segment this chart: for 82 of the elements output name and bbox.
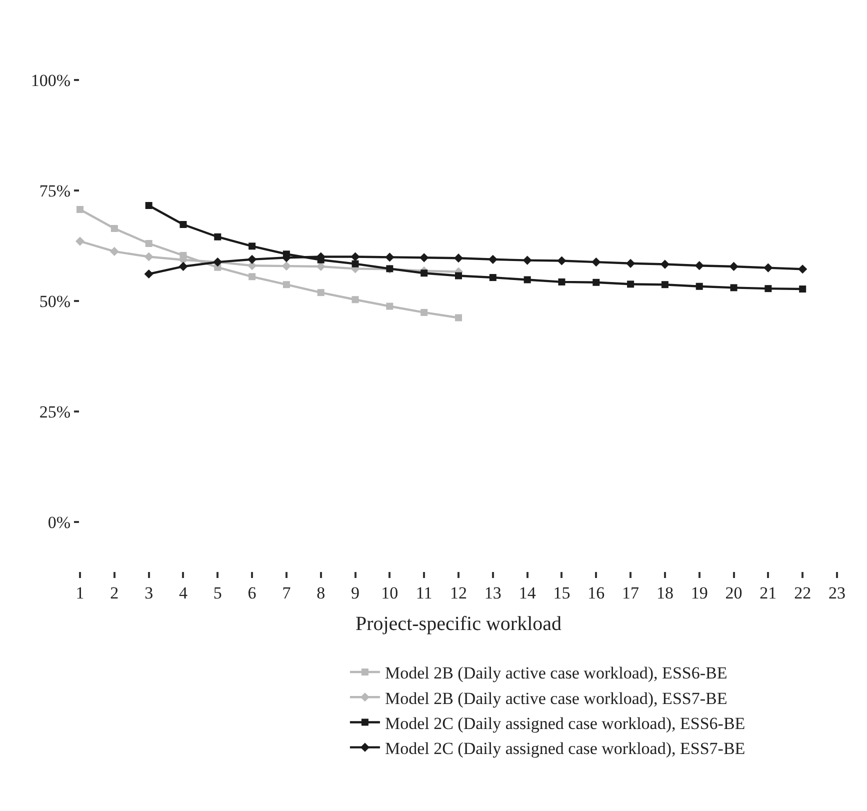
point [489,274,496,282]
point [661,281,668,288]
x-tick-label: 20 [725,583,742,602]
point [454,254,464,263]
x-tick-label: 4 [178,583,188,602]
point [558,278,566,286]
y-tick-label: 0% [48,512,71,532]
x-tick-label: 10 [381,583,398,602]
x-tick-label: 11 [416,583,432,602]
point [248,242,256,250]
point [455,314,462,322]
x-tick-label: 2 [110,583,119,602]
point [144,252,154,262]
x-tick-label: 17 [622,583,640,602]
x-tick-label: 8 [316,583,326,602]
x-tick-label: 1 [76,583,84,602]
point [729,262,738,272]
point [557,256,566,266]
x-tick-label: 6 [248,583,256,602]
point [282,281,290,288]
point [386,302,394,310]
x-tick-label: 12 [450,583,467,602]
y-tick-label: 100% [30,70,71,90]
point [420,270,428,277]
point [730,284,738,292]
point [180,221,187,228]
y-tick-label: 25% [39,402,71,422]
x-tick-label: 22 [794,583,812,602]
point [420,253,429,262]
point [799,286,806,293]
x-tick-label: 13 [484,583,502,602]
point [764,285,772,292]
legend-label: Model 2C (Daily assigned case workload), ESS7-BE [384,738,746,758]
x-axis-title: Project-specific workload [355,612,562,635]
point [764,263,773,272]
point [694,261,704,270]
point [214,233,222,240]
point [522,256,532,265]
point [696,282,703,290]
point [592,278,600,286]
x-tick-label: 3 [144,583,154,602]
x-tick-label: 7 [282,583,292,602]
point [627,280,634,288]
legend-label: Model 2B (Daily active case workload), ESS7-BE [384,688,728,708]
point [524,276,531,284]
x-tick-label: 9 [351,583,360,602]
point [178,262,188,272]
point [282,261,291,271]
point [352,260,359,268]
point [798,264,808,274]
point [110,246,119,256]
point [145,202,152,209]
point [660,260,670,269]
point [592,258,601,267]
x-tick-label: 21 [760,583,777,602]
point [248,273,256,280]
x-tick-label: 14 [518,583,536,602]
y-tick-label: 50% [39,292,71,311]
x-tick-label: 15 [553,583,570,602]
x-tick-label: 16 [588,583,605,602]
point [316,262,326,272]
x-tick-label: 19 [690,583,708,602]
point [488,254,498,264]
point [76,206,84,213]
point [420,308,428,316]
point [317,289,324,296]
legend-label: Model 2C (Daily assigned case workload), ESS6-BE [384,714,746,733]
point [145,240,152,247]
point [110,224,118,232]
legend-label: Model 2B (Daily active case workload), ESS6-BE [384,664,728,683]
y-tick-label: 75% [39,181,71,200]
point [352,296,359,304]
point [350,252,360,262]
point [385,252,394,262]
point [248,254,257,264]
point [455,272,462,280]
x-tick-label: 23 [828,583,846,602]
point [75,236,85,246]
x-tick-label: 18 [656,583,674,602]
x-tick-label: 5 [213,583,222,602]
point [626,258,636,268]
point [144,269,154,279]
